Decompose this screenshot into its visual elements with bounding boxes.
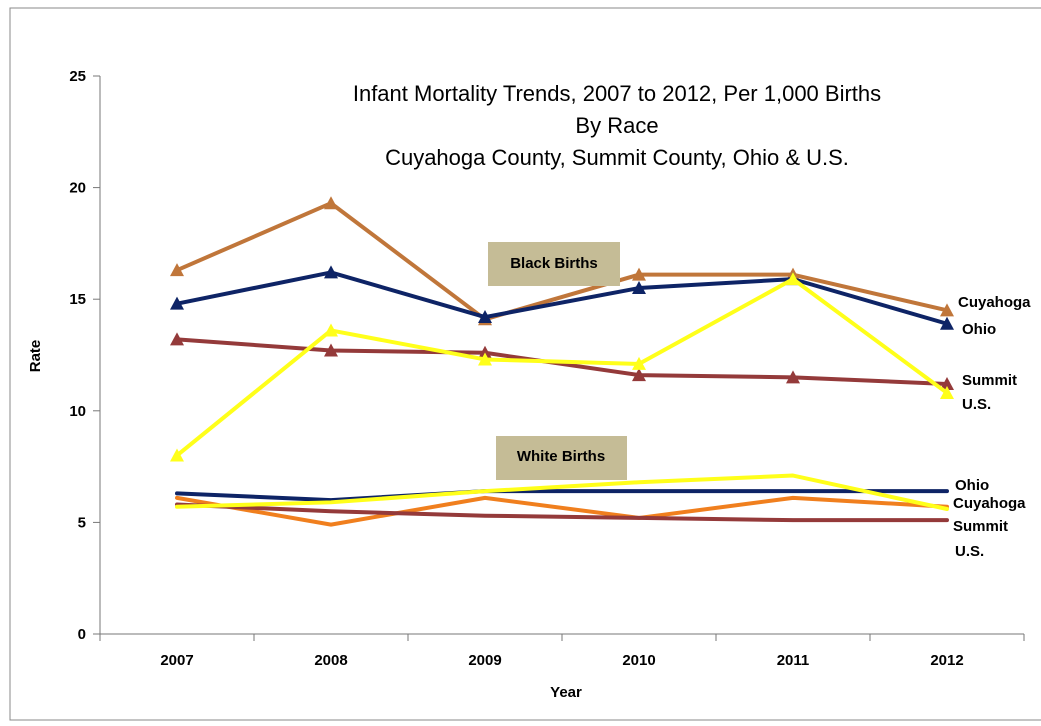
data-point-black-ohio [170,296,184,310]
data-point-black-us [478,352,492,366]
data-point-black-ohio [632,281,646,295]
black-births-label: Black Births [510,255,598,272]
y-tick-label: 0 [78,626,86,643]
data-point-black-us [170,448,184,462]
series-line-black-us [175,277,949,458]
data-point-black-ohio [940,316,954,330]
data-point-black-summit [170,332,184,346]
x-tick-label: 2007 [160,652,193,669]
data-point-black-summit [940,377,954,391]
y-tick-label: 25 [69,68,86,85]
y-axis-title: Rate [27,340,44,373]
y-tick-label: 5 [78,514,86,531]
data-point-black-us [632,356,646,370]
data-point-black-summit [478,345,492,359]
series-line-white-summit [175,502,949,523]
series-line-white-cuyahoga [175,495,949,527]
data-point-black-summit [632,368,646,382]
data-point-black-cuyahoga [940,303,954,317]
black-births-box-bg [488,242,620,286]
data-point-black-us [940,385,954,399]
chart-title-line-1: Infant Mortality Trends, 2007 to 2012, P… [353,81,881,106]
chart-title-line-3: Cuyahoga County, Summit County, Ohio & U… [385,145,849,170]
x-tick-label: 2009 [468,652,501,669]
x-tick-label: 2012 [930,652,963,669]
x-tick-label: 2010 [622,652,655,669]
series-end-label: Ohio [955,477,989,494]
series-line-black-ohio [175,270,949,326]
data-point-black-cuyahoga [324,196,338,210]
x-tick-label: 2011 [777,652,810,669]
series-end-label: Ohio [962,321,996,338]
y-tick-label: 20 [69,180,86,197]
white-births-label: White Births [517,448,605,465]
series-line-black-cuyahoga [175,201,949,322]
chart-title-line-2: By Race [575,113,658,138]
x-axis-title: Year [550,684,582,701]
x-tick-label: 2008 [314,652,347,669]
series-layer [170,196,954,527]
y-tick-label: 10 [69,403,86,420]
white-births-box-bg [496,436,627,480]
white-births-box: White Births [496,436,627,480]
series-end-label: Summit [962,372,1017,389]
data-point-black-ohio [478,310,492,324]
data-point-black-cuyahoga [170,263,184,277]
series-end-label: Cuyahoga [953,495,1026,512]
chart-frame [9,7,1041,721]
y-tick-label: 15 [69,291,86,308]
series-end-labels: CuyahogaOhioSummitU.S.OhioCuyahogaSummit… [953,294,1031,560]
data-point-black-ohio [324,265,338,279]
series-end-label: Cuyahoga [958,294,1031,311]
series-end-label: Summit [953,518,1008,535]
data-point-black-us [786,272,800,286]
series-end-label: U.S. [955,543,984,560]
data-point-black-us [324,323,338,337]
chart-axes: 0 5 10 15 20 25 2007 2008 2009 2010 2011 2012 [69,68,1025,669]
data-point-black-summit [324,343,338,357]
series-line-black-summit [175,337,949,387]
data-point-black-cuyahoga [632,267,646,281]
series-line-white-ohio [175,489,949,503]
chart-title: Infant Mortality Trends, 2007 to 2012, P… [353,81,881,170]
series-end-label: U.S. [962,396,991,413]
black-births-box: Black Births [488,242,620,286]
data-point-black-summit [786,370,800,384]
series-line-white-us [175,473,949,512]
